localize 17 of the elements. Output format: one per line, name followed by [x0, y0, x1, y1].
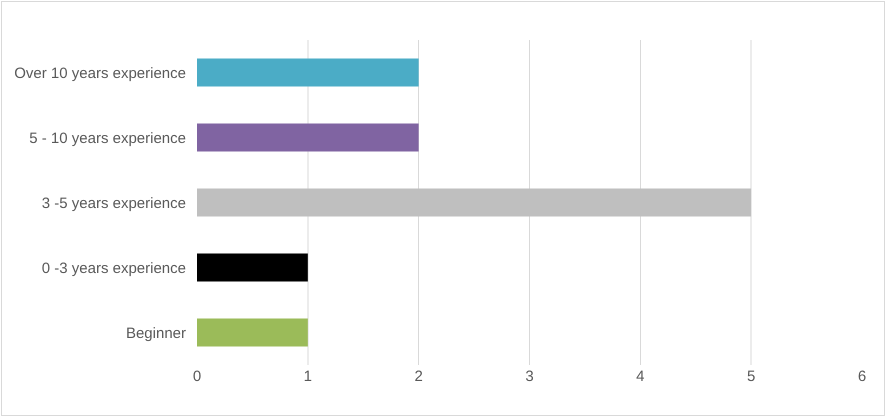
x-tick-label: 2	[414, 368, 423, 385]
x-tick-label: 4	[636, 368, 644, 385]
x-tick-label: 1	[304, 368, 312, 385]
x-tick-label: 5	[747, 368, 756, 385]
y-tick-label: 0 -3 years experience	[42, 260, 186, 277]
bar	[197, 124, 419, 152]
bar	[197, 318, 308, 346]
x-tick-label: 0	[192, 368, 202, 385]
bar	[197, 254, 308, 282]
y-tick-label: Over 10 years experience	[14, 64, 186, 82]
x-tick-label: 3	[525, 368, 534, 385]
y-tick-label: 3 -5 years experience	[42, 194, 186, 212]
x-tick-label: 6	[858, 368, 866, 385]
bar	[197, 188, 752, 216]
y-tick-label: Beginner	[126, 324, 186, 342]
bar	[197, 58, 419, 86]
y-tick-label: 5 - 10 years experience	[29, 130, 186, 147]
